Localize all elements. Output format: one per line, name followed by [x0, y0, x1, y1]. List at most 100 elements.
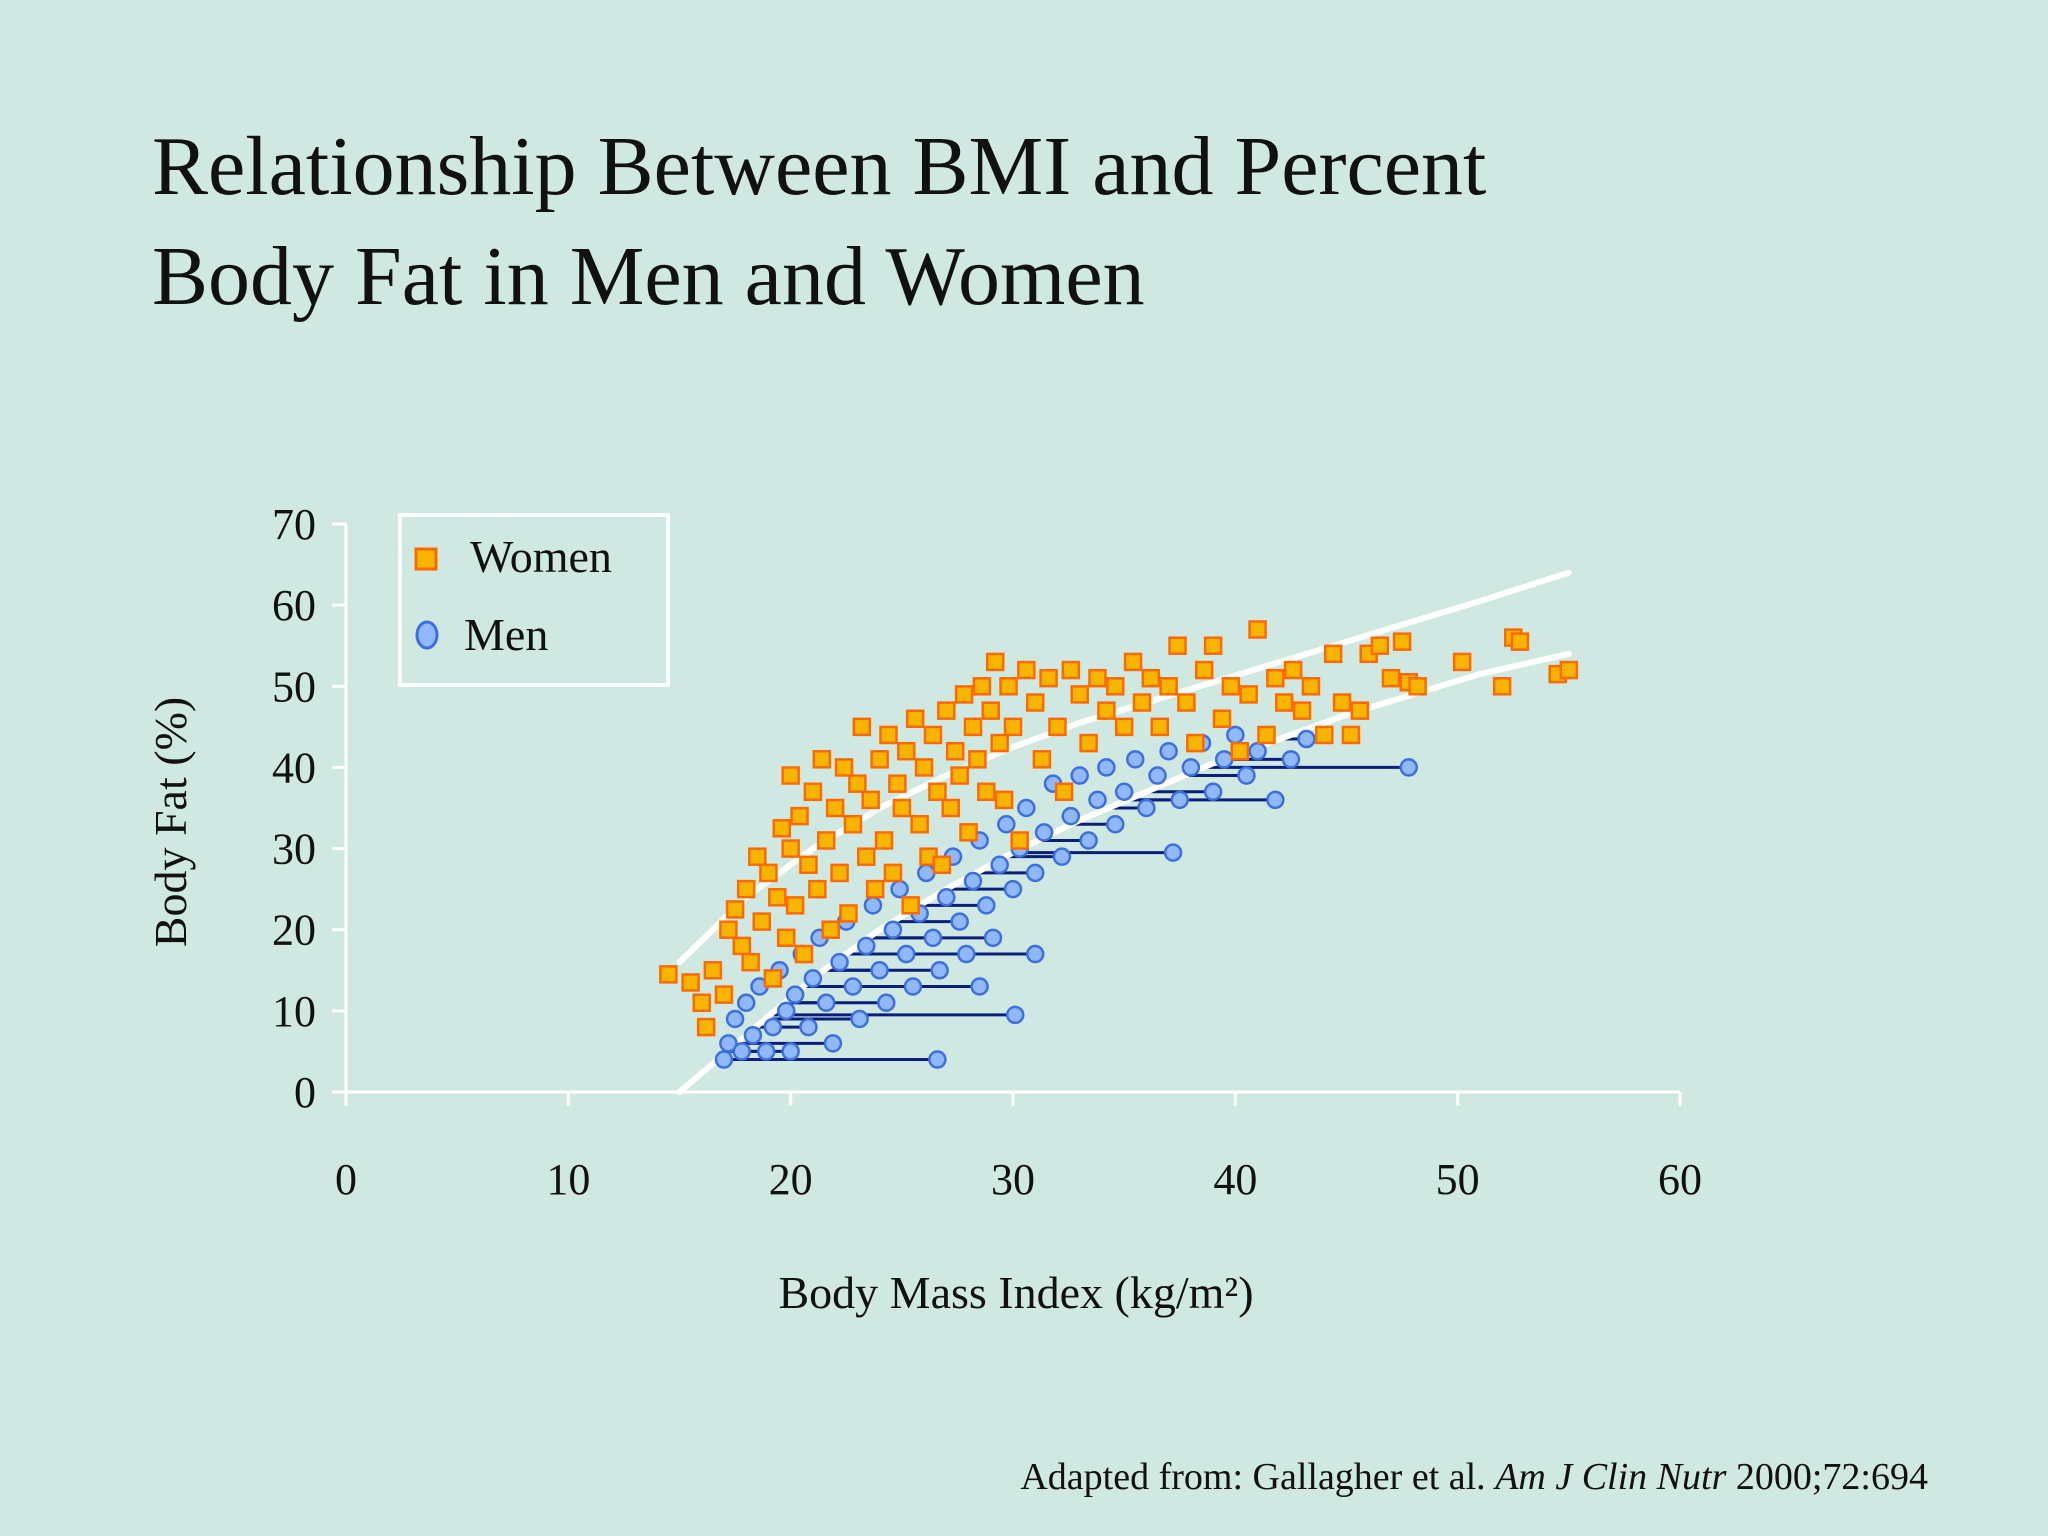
women-data-point: [781, 839, 800, 858]
men-data-point: [870, 961, 889, 980]
men-data-point: [1126, 750, 1145, 769]
women-data-point: [848, 774, 867, 793]
women-data-point: [1132, 693, 1152, 712]
women-data-point: [1257, 725, 1276, 745]
x-tick-label: 40: [1213, 1155, 1257, 1204]
women-data-point: [803, 782, 823, 802]
men-data-point: [957, 944, 976, 964]
y-tick-label: 70: [272, 500, 316, 549]
women-data-point: [1150, 717, 1169, 737]
men-data-point: [1281, 750, 1301, 769]
men-data-point: [863, 896, 883, 915]
y-tick-label: 30: [272, 825, 316, 874]
men-data-point: [950, 912, 969, 931]
men-data-point: [850, 1009, 869, 1029]
men-data-point: [1148, 766, 1167, 785]
women-data-point: [888, 774, 907, 793]
citation-journal: Am J Clin Nutr: [1495, 1456, 1727, 1498]
women-data-point: [1194, 660, 1214, 680]
men-data-point: [799, 1017, 818, 1037]
women-data-point: [914, 758, 934, 777]
women-data-point: [870, 750, 889, 769]
men-data-point: [1025, 944, 1045, 964]
men-data-point: [928, 1050, 947, 1069]
men-data-point: [1159, 741, 1178, 761]
women-data-point: [1141, 668, 1161, 688]
women-data-point: [1323, 644, 1343, 664]
women-data-point: [1123, 652, 1143, 672]
women-data-point: [825, 798, 845, 818]
men-data-point: [890, 879, 909, 899]
x-tick-label: 50: [1436, 1155, 1480, 1204]
women-data-point: [1097, 701, 1116, 720]
women-data-point: [1492, 677, 1512, 696]
women-data-point: [790, 806, 809, 826]
men-data-point: [1025, 863, 1045, 883]
women-data-point: [994, 790, 1014, 810]
women-data-point: [1186, 733, 1205, 753]
women-data-point: [812, 750, 832, 769]
chart-legend: Women Men: [398, 513, 670, 687]
legend-women-marker: [414, 547, 438, 571]
men-series: [714, 725, 1419, 1069]
women-data-point: [950, 766, 969, 785]
women-data-point: [741, 952, 760, 972]
men-data-point: [1237, 766, 1256, 785]
women-data-point: [1292, 701, 1312, 720]
men-data-point: [997, 814, 1016, 834]
title-line-2: Body Fat in Men and Women: [152, 230, 1145, 323]
legend-box: [398, 513, 670, 687]
women-data-point: [932, 855, 952, 875]
y-tick-label: 0: [294, 1068, 316, 1117]
women-data-point: [714, 985, 734, 1004]
women-data-point: [892, 798, 912, 818]
women-data-point: [910, 814, 929, 834]
men-data-point: [1003, 879, 1023, 899]
women-data-point: [1017, 660, 1036, 680]
women-data-point: [897, 741, 916, 761]
women-data-point: [794, 944, 814, 964]
men-data-point: [719, 1034, 738, 1053]
men-data-point: [1203, 782, 1223, 802]
women-data-point: [928, 782, 947, 802]
women-data-point: [725, 900, 745, 919]
legend-men-marker: [415, 620, 439, 650]
women-data-point: [659, 965, 678, 984]
women-data-point: [692, 993, 711, 1012]
men-data-point: [756, 1042, 776, 1061]
women-data-point: [1177, 693, 1196, 712]
women-data-point: [703, 961, 723, 980]
women-data-point: [865, 879, 885, 899]
men-data-point: [937, 888, 956, 907]
y-axis-label: Body Fat (%): [145, 697, 196, 947]
men-data-point: [1061, 806, 1081, 826]
x-tick-label: 10: [546, 1155, 590, 1204]
women-data-point: [776, 928, 796, 948]
women-data-point: [1266, 668, 1285, 688]
women-data-point: [1054, 782, 1074, 802]
women-data-point: [772, 819, 792, 838]
women-data-point: [861, 790, 880, 810]
women-data-point: [1559, 660, 1579, 680]
women-data-point: [977, 782, 996, 802]
women-data-point: [748, 847, 767, 866]
women-data-point: [1341, 725, 1361, 745]
legend-women-label: Women: [470, 531, 612, 582]
men-data-point: [983, 928, 1003, 948]
men-data-point: [843, 977, 863, 996]
men-data-point: [785, 985, 805, 1004]
women-data-point: [1315, 725, 1334, 745]
women-data-point: [999, 677, 1018, 696]
men-data-point: [1114, 782, 1134, 802]
x-tick-label: 30: [991, 1155, 1035, 1204]
men-prediction-curve: [676, 650, 1572, 1095]
y-tick-label: 50: [272, 662, 316, 711]
men-data-point: [883, 920, 903, 939]
men-data-point: [816, 993, 836, 1012]
women-data-point: [1061, 660, 1081, 680]
men-data-point: [1137, 798, 1156, 818]
women-data-point: [839, 904, 858, 923]
women-data-point: [759, 863, 778, 883]
women-data-point: [963, 717, 983, 737]
